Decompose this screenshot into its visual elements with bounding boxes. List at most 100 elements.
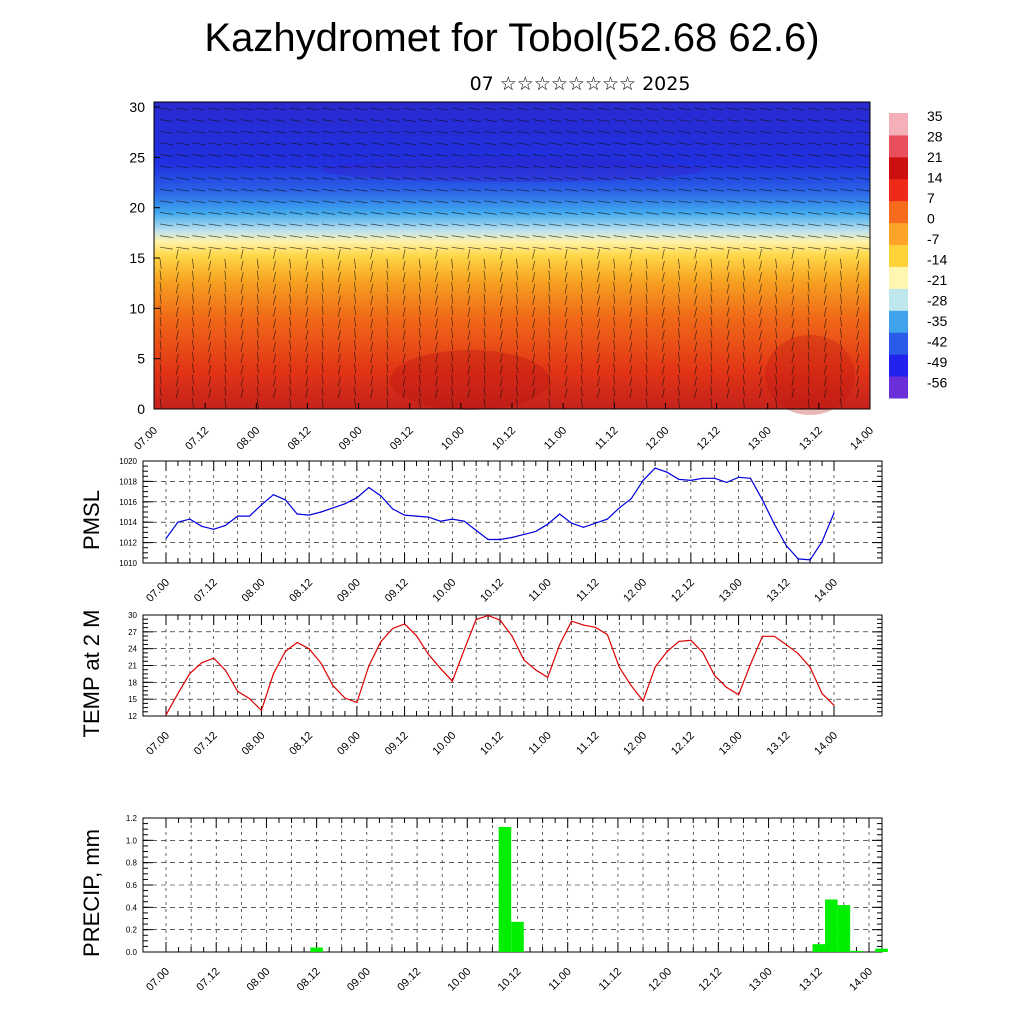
wind-barb bbox=[402, 272, 406, 283]
wind-barb bbox=[581, 142, 595, 146]
wind-barb bbox=[629, 248, 633, 259]
wind-barb bbox=[856, 119, 870, 122]
wind-barb bbox=[856, 330, 860, 341]
wind-barb bbox=[451, 328, 454, 339]
wind-barb bbox=[759, 177, 773, 180]
x-tick-label: 11.00 bbox=[526, 577, 553, 604]
wind-barb bbox=[597, 119, 611, 122]
wind-barb bbox=[273, 165, 287, 169]
wind-barb bbox=[483, 235, 497, 238]
wind-barb bbox=[775, 328, 778, 339]
wind-barb bbox=[824, 212, 838, 215]
wind-barb bbox=[208, 295, 212, 306]
wind-barb bbox=[208, 283, 212, 294]
wind-barb bbox=[159, 235, 173, 238]
wind-barb bbox=[386, 212, 400, 215]
wind-barb bbox=[176, 188, 190, 192]
wind-barb bbox=[289, 200, 303, 204]
wind-barb bbox=[597, 330, 600, 341]
wind-barb bbox=[775, 119, 789, 122]
wind-barb bbox=[564, 212, 578, 215]
wind-barb bbox=[159, 386, 162, 397]
wind-barb bbox=[240, 223, 254, 227]
wind-barb bbox=[807, 305, 810, 316]
wind-barb bbox=[240, 330, 244, 341]
wind-barb bbox=[289, 339, 292, 350]
wind-barb bbox=[176, 165, 190, 169]
wind-barb bbox=[807, 316, 810, 327]
wind-barb bbox=[321, 246, 335, 250]
wind-barb bbox=[337, 364, 341, 375]
pmsl-point bbox=[618, 507, 620, 509]
wind-barb bbox=[337, 353, 341, 364]
pmsl-point bbox=[308, 514, 310, 516]
x-tick-label: 10.12 bbox=[478, 577, 506, 605]
wind-barb bbox=[564, 177, 578, 180]
wind-barb bbox=[564, 119, 578, 122]
wind-barb bbox=[273, 246, 287, 250]
wind-barb bbox=[516, 200, 530, 204]
wind-barb bbox=[710, 258, 713, 269]
wind-barb bbox=[273, 107, 287, 111]
wind-barb bbox=[791, 235, 805, 238]
wind-barb bbox=[840, 270, 842, 281]
x-tick-label: 09.00 bbox=[337, 425, 365, 453]
wind-barb bbox=[257, 223, 271, 227]
temp-point bbox=[427, 653, 430, 655]
wind-barb bbox=[159, 270, 162, 281]
wind-barb bbox=[532, 283, 536, 294]
x-tick-label: 08.12 bbox=[295, 966, 323, 994]
wind-barb bbox=[386, 258, 389, 269]
wind-barb bbox=[435, 376, 438, 387]
wind-barb bbox=[451, 212, 465, 215]
wind-barb bbox=[192, 212, 206, 215]
wind-barb bbox=[824, 235, 838, 238]
wind-barb bbox=[386, 107, 400, 111]
wind-barb bbox=[305, 142, 319, 146]
wind-barb bbox=[694, 388, 698, 399]
x-tick-label: 07.12 bbox=[183, 425, 211, 453]
wind-barb bbox=[824, 188, 838, 192]
y-tick-label: 0 bbox=[137, 401, 145, 417]
wind-barb bbox=[743, 223, 757, 227]
wind-barb bbox=[224, 246, 238, 250]
wind-barb bbox=[419, 154, 433, 157]
wind-barb bbox=[176, 154, 190, 157]
precip-bar bbox=[825, 899, 838, 952]
wind-barb bbox=[564, 376, 568, 387]
wind-barb bbox=[597, 130, 611, 134]
wind-barb bbox=[775, 200, 789, 204]
wind-barb bbox=[224, 351, 227, 362]
wind-barb bbox=[451, 177, 465, 180]
wind-barb bbox=[370, 177, 384, 180]
wind-barb bbox=[840, 177, 854, 180]
temp-point bbox=[475, 618, 477, 621]
wind-barb bbox=[856, 165, 870, 169]
wind-barb bbox=[516, 397, 518, 408]
wind-barb bbox=[419, 212, 433, 215]
wind-barb bbox=[418, 397, 421, 408]
wind-barb bbox=[467, 188, 481, 192]
wind-barb bbox=[759, 306, 762, 317]
temp-point bbox=[403, 623, 406, 625]
wind-barb bbox=[354, 293, 356, 304]
wind-barb bbox=[662, 235, 676, 238]
temp-point bbox=[380, 641, 382, 643]
x-tick-label: 13.00 bbox=[717, 730, 745, 758]
pmsl-point bbox=[403, 514, 406, 516]
wind-barb bbox=[581, 154, 595, 157]
wind-barb bbox=[321, 305, 324, 316]
wind-barb bbox=[451, 293, 454, 304]
temp-point bbox=[260, 709, 263, 711]
wind-barb bbox=[532, 223, 546, 227]
wind-barb bbox=[435, 330, 438, 341]
wind-barb bbox=[678, 305, 680, 316]
wind-barb bbox=[532, 353, 536, 364]
wind-barb bbox=[726, 248, 730, 259]
wind-barb bbox=[726, 376, 730, 387]
wind-barb bbox=[224, 200, 238, 204]
wind-barb bbox=[516, 328, 518, 339]
colorbar-label: 0 bbox=[927, 211, 935, 227]
pmsl-point bbox=[833, 512, 835, 514]
wind-barb bbox=[694, 272, 698, 283]
